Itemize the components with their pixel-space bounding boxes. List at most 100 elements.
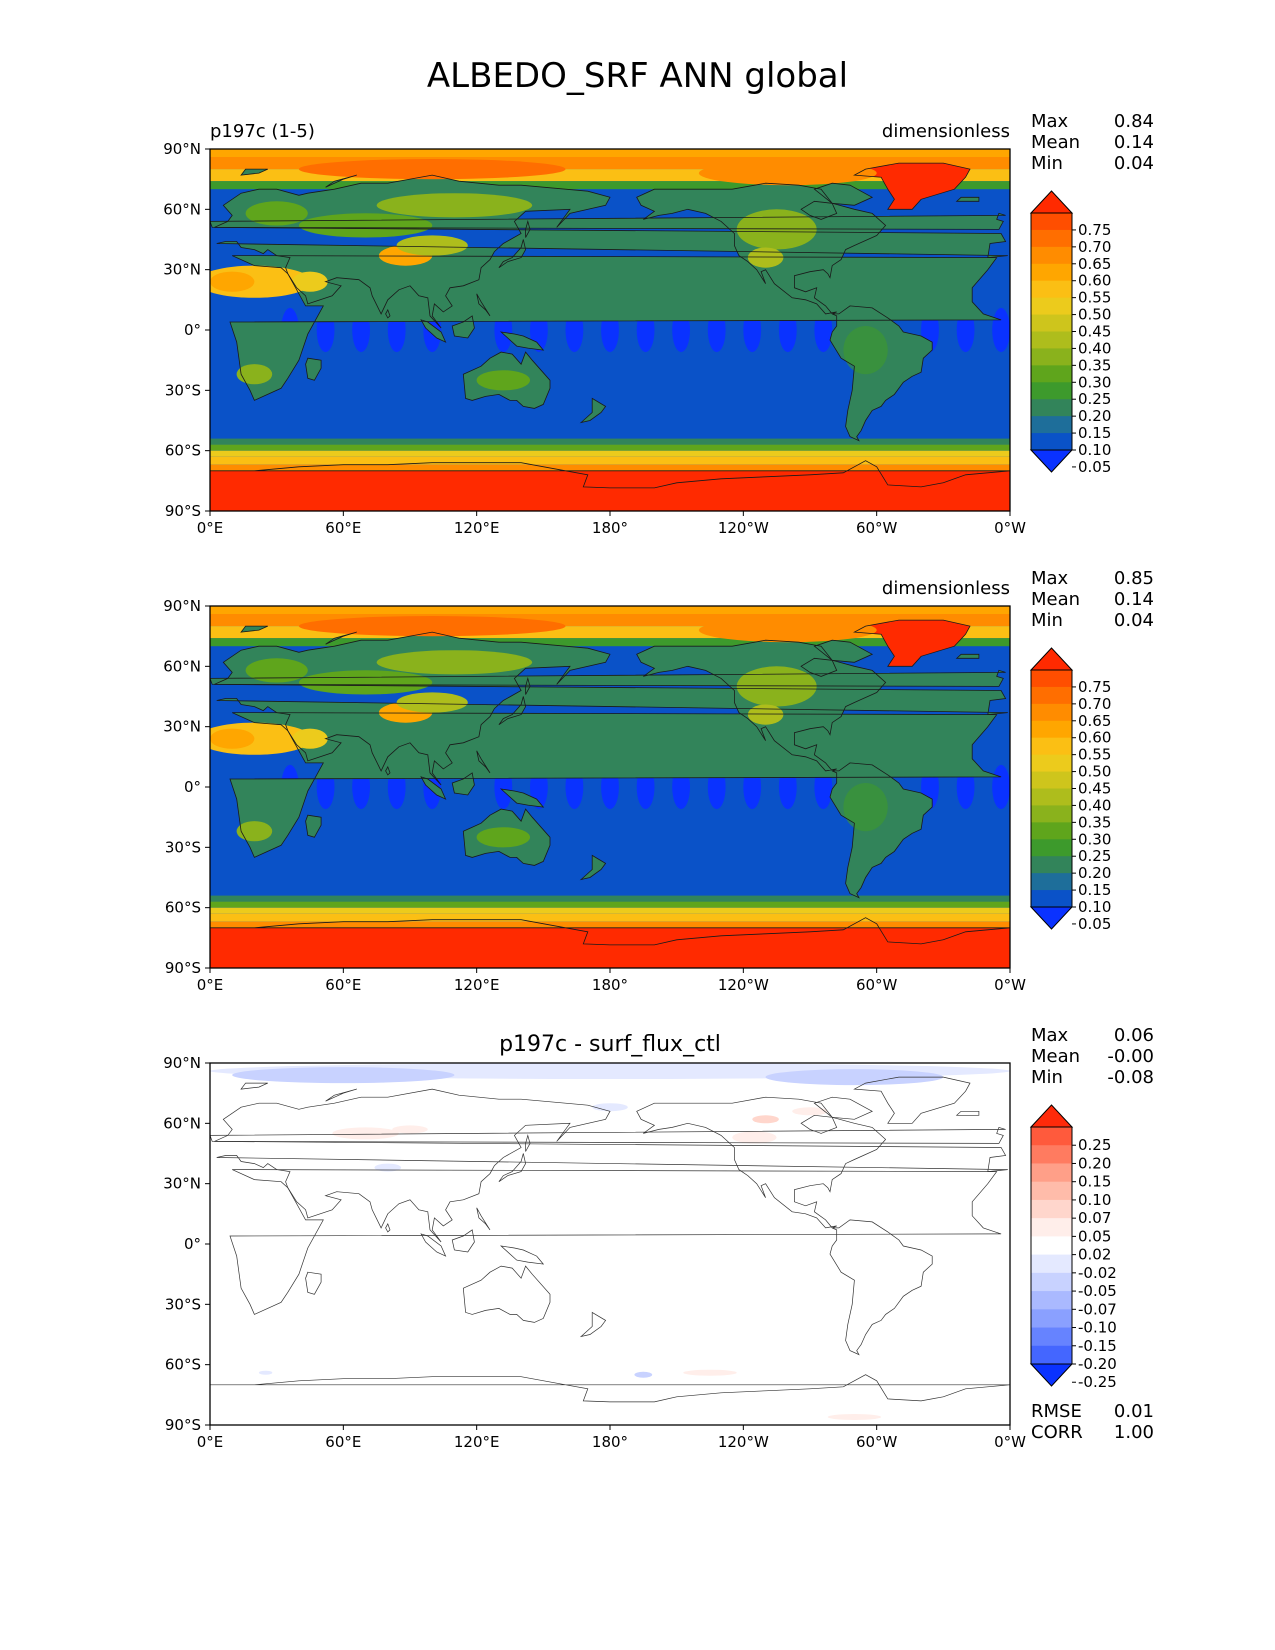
colorbar-swatch [1031,246,1072,265]
eurasia-coastline [0,632,208,785]
southern-diff-positive [683,1369,737,1376]
baffin-coastline [814,640,873,663]
colorbar-tick-label: 0.60 [1078,272,1111,290]
srilanka-coastline [385,1223,391,1233]
canadian-archipelago-ice [698,618,877,643]
colorbar-swatch [1031,1291,1072,1310]
stat-value: 0.84 [1114,111,1154,132]
eurasia-coastline [214,1088,1008,1243]
colorbar-swatch [1031,416,1072,434]
newzealand-coastline [579,854,607,881]
lon-tick-label: 0°W [994,976,1026,994]
colorbar-swatch [1031,1199,1072,1219]
stat-value: 0.06 [1114,1025,1154,1046]
colorbar-swatch [1031,213,1072,231]
colorbar-swatch [1031,1327,1072,1347]
eurasia-diff-positive [392,1125,428,1134]
borneo-coastline [451,772,475,796]
stat-label: Max [1031,111,1069,132]
lon-tick-label: 60°W [856,519,898,537]
greenland-coastline [853,619,971,667]
american-southwest [747,247,784,268]
tropical-ocean-patch [992,307,1010,353]
siberian-steppe [298,213,433,238]
panel-center-title: p197c - surf_flux_ctl [499,1032,721,1057]
newguinea-coastline [501,789,544,808]
colorbar-tick-label: 0.20 [1078,864,1111,882]
colorbar-tick-label: 0.65 [1078,255,1111,273]
lon-tick-label: 120°W [718,1433,769,1451]
colorbar-tick-label: 0.15 [1078,1173,1111,1191]
colorbar-tick-label: -0.20 [1078,1355,1117,1373]
map-plot-area [0,1063,1010,1425]
difference-field [210,1063,1010,1425]
philippines-coastline [476,750,491,774]
iceland-coastline [956,654,979,659]
arctic-diff-positive [792,1107,828,1116]
colorbar-extend-max [1029,647,1074,671]
lat-tick-label: 90°N [163,597,201,615]
australia-coastline [462,351,551,409]
extra-stat-label: CORR [1031,1422,1083,1443]
colorbar-tick-label: 0.70 [1078,238,1111,256]
britain-coastline [210,212,1006,230]
colorbar-swatch [1031,433,1072,451]
lat-tick-label: 30°N [163,1175,201,1193]
colorbar-tick-label: -0.25 [1078,1373,1117,1391]
stat-label: Max [1031,568,1069,589]
colorbar-tick-label: 0.50 [1078,306,1111,324]
newzealand-coastline [581,398,606,423]
colorbar-tick-label: -0.05 [1078,1282,1117,1300]
greenland-coastline [853,1076,971,1124]
svalbard-coastline [240,1082,268,1090]
colorbar-tick-label: 0.50 [1078,763,1111,781]
amazon-basin [843,783,888,832]
colorbar-swatch [1031,839,1072,857]
colorbar-tick-label: -0.02 [1078,1264,1117,1282]
colorbar-swatch [1031,229,1072,248]
colorbar-swatch [1031,348,1072,366]
stat-value: -0.00 [1107,1046,1154,1067]
lat-tick-label: 0° [184,1235,201,1253]
lon-tick-label: 60°E [325,976,361,994]
colorbar-tick-label: 0.07 [1078,1209,1111,1227]
antarctica-coastline [210,917,1010,946]
lon-tick-label: 120°E [454,976,500,994]
european-forest [245,201,308,226]
siberian-steppe [298,670,433,695]
lat-tick-label: 90°S [165,502,201,520]
colorbar-tick-label: 0.55 [1078,746,1111,764]
colorbar-swatch [1031,670,1072,688]
eurasia-coastline [0,1089,208,1242]
newzealand-coastline [581,855,606,880]
sumatra-coastline [420,776,447,800]
arctic-coast-ice [298,616,566,637]
iceland-coastline [955,653,980,659]
lat-tick-label: 60°N [163,657,201,675]
colorbar-swatch [1031,754,1072,773]
philippines-coastline [476,1207,491,1231]
colorbar-tick-label: 0.40 [1078,339,1111,357]
iceland-coastline [955,196,980,202]
colorbar-swatch [1031,365,1072,383]
gobi-desert [396,692,468,713]
stat-label: Min [1031,153,1063,174]
southern-ocean-band [210,464,1010,471]
arctic-diff-negative [765,1069,944,1086]
colorbar-swatch [1031,1236,1072,1256]
lon-tick-label: 60°E [325,519,361,537]
samerica-coastline [829,1219,933,1356]
lat-tick-label: 90°N [163,1054,201,1072]
colorbar-tick-label: 0.45 [1078,323,1111,341]
namerica-coastline [636,1096,887,1229]
colorbar-tick-label: 0.30 [1078,830,1111,848]
baffin-coastline [813,1096,873,1120]
africa-coastline [229,712,1002,858]
lat-tick-label: 0° [184,321,201,339]
eurasia-coastline [214,631,1008,786]
colorbar-swatch [1031,1127,1072,1146]
colorbar-swatch [1031,1254,1072,1274]
australia-coastline [462,1265,551,1323]
arctic-coast-ice [298,159,566,180]
samerica-coastline [829,305,933,442]
